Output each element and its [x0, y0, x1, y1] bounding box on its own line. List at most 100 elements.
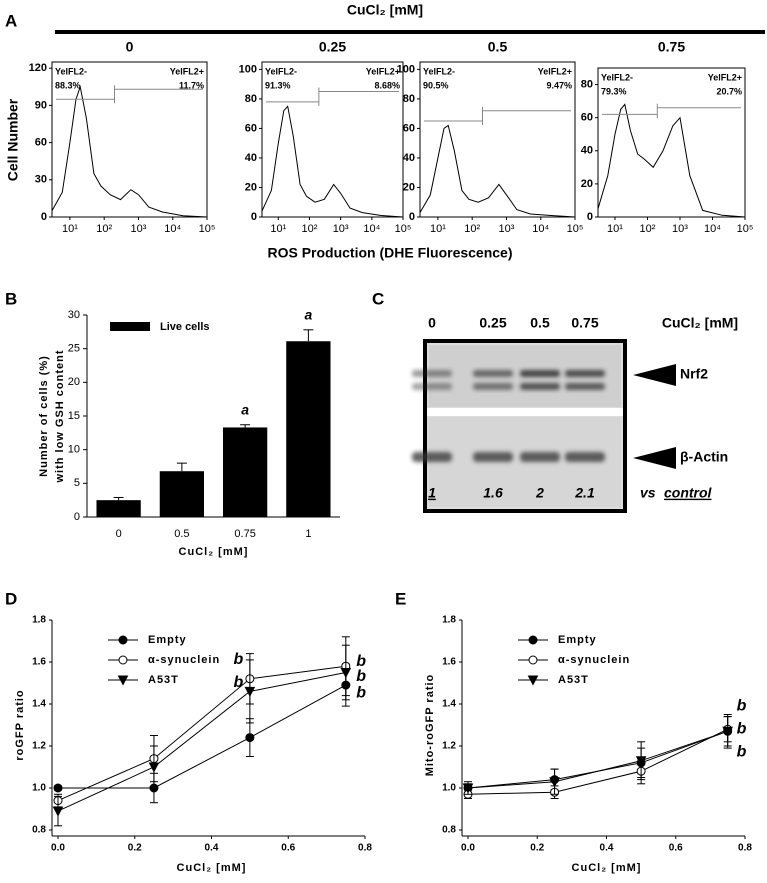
band-label: β-Actin [680, 449, 728, 465]
x-tick-label: 0.6 [281, 843, 295, 854]
significance-label: a [241, 401, 249, 417]
significance-label: b [356, 653, 366, 670]
histogram-curve [597, 103, 746, 218]
y-tick-label: 0 [251, 211, 257, 223]
x-tick-label: 10³ [672, 223, 688, 235]
lane-label: 0.25 [479, 315, 506, 331]
reference-label: control [664, 485, 713, 501]
bar [96, 500, 141, 517]
series-line [57, 672, 346, 812]
x-tick-label: 0.0 [51, 843, 65, 854]
marker [148, 762, 160, 773]
x-tick-label: 10⁴ [532, 223, 549, 235]
y-tick-label: 80 [403, 93, 415, 105]
panel-label: D [5, 589, 17, 608]
actin-band [412, 452, 452, 462]
marker [53, 783, 63, 793]
legend-label: A53T [148, 674, 179, 686]
y-tick-label: 0.8 [442, 825, 456, 836]
y-axis-label: Cell Number [5, 98, 21, 181]
legend-marker [527, 675, 539, 686]
y-axis-label: Number of cells (%) [38, 355, 50, 477]
condition-label: 0.25 [319, 39, 346, 55]
x-tick-label: 10⁴ [363, 223, 380, 235]
histogram-curve [419, 124, 576, 218]
panel-label: C [372, 289, 384, 308]
y-tick-label: 20 [68, 376, 80, 388]
gate-label: 11.7% [179, 80, 204, 90]
legend-label: Empty [558, 634, 597, 646]
bar [286, 341, 331, 517]
significance-label: b [737, 697, 747, 714]
plot-frame [51, 61, 208, 218]
gate-label: 8.68% [374, 80, 400, 90]
y-tick-label: 1.8 [32, 615, 46, 626]
x-tick-label: 10¹ [62, 223, 78, 235]
y-tick-label: 20 [403, 181, 415, 193]
x-tick-label: 0.5 [174, 528, 189, 540]
plot-frame [419, 61, 576, 218]
x-tick-label: 10⁵ [395, 223, 412, 235]
series-line [58, 684, 347, 789]
nrf2-band [565, 370, 605, 377]
marker [340, 668, 352, 679]
plot-frame [261, 61, 404, 218]
x-tick-label: 10⁵ [199, 223, 216, 235]
panel-label: B [5, 289, 17, 308]
band-arrow [633, 447, 676, 469]
blot-divider [427, 408, 623, 416]
lane-label: 0.75 [571, 315, 598, 331]
significance-label: b [356, 685, 366, 702]
quantification: 2.1 [574, 485, 595, 501]
y-tick-label: 1.6 [32, 657, 46, 668]
y-tick-label: 1.2 [442, 741, 456, 752]
x-tick-label: 10³ [333, 223, 349, 235]
x-tick-label: 10¹ [607, 223, 623, 235]
y-tick-label: 0 [41, 211, 47, 223]
marker [635, 756, 647, 767]
quantification: 1 [428, 485, 436, 501]
lane-label: 0 [428, 315, 436, 331]
actin-band [565, 452, 605, 462]
y-tick-label: 1.0 [32, 783, 46, 794]
panel-label: E [395, 589, 406, 608]
x-tick-label: 10¹ [270, 223, 286, 235]
x-tick-label: 0.6 [669, 843, 683, 854]
y-tick-label: 90 [35, 99, 47, 111]
y-axis-label: with low GSH content [54, 349, 66, 483]
marker [549, 777, 560, 788]
x-axis-label: ROS Production (DHE Fluorescence) [267, 245, 512, 261]
marker [244, 686, 256, 697]
gate-label: YelFL2- [423, 66, 455, 76]
nrf2-band [520, 370, 560, 377]
x-axis-label: CuCl₂ [mM] [177, 862, 247, 874]
band-label: Nrf2 [680, 366, 708, 382]
reference-label: vs [640, 485, 656, 501]
legend-marker [117, 675, 129, 686]
x-tick-label: 0 [116, 528, 122, 540]
y-tick-label: 1.8 [442, 615, 456, 626]
significance-label: b [233, 651, 243, 668]
y-tick-label: 10 [68, 444, 80, 456]
x-tick-label: 10⁵ [737, 223, 754, 235]
condition-label: 0.75 [658, 39, 685, 55]
quantification: 1.6 [483, 485, 503, 501]
y-tick-label: 20 [581, 178, 593, 190]
y-tick-label: 100 [397, 63, 415, 75]
nrf2-band [473, 383, 513, 390]
x-tick-label: 0.0 [461, 843, 475, 854]
gate-label: 91.3% [265, 80, 291, 90]
marker [52, 806, 64, 817]
y-tick-label: 20 [245, 181, 257, 193]
y-tick-label: 1.6 [442, 657, 456, 668]
nrf2-band [520, 383, 560, 390]
x-tick-label: 10² [464, 223, 480, 235]
legend-label: α-synuclein [148, 654, 220, 666]
x-tick-label: 0.4 [205, 843, 219, 854]
marker [722, 726, 734, 737]
legend-label: α-synuclein [558, 654, 630, 666]
x-tick-label: 10³ [131, 223, 147, 235]
y-tick-label: 40 [245, 152, 257, 164]
y-tick-label: 40 [403, 152, 415, 164]
